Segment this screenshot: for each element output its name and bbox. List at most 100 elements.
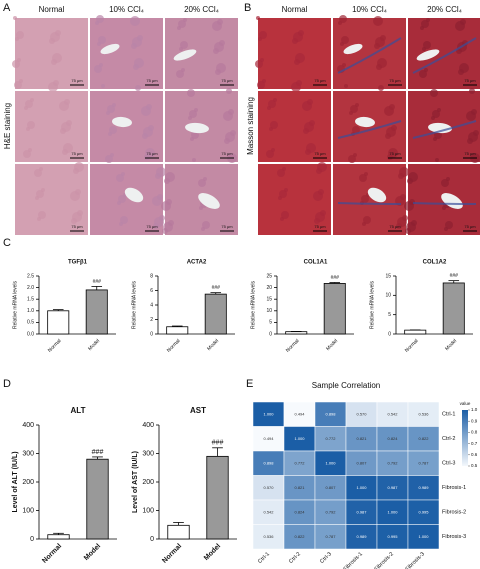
heatmap-cell <box>407 524 440 550</box>
tissue-texture <box>279 190 287 198</box>
colorbar-tick-label: 0.6 <box>471 452 478 457</box>
tissue-texture <box>74 162 84 172</box>
tissue-texture <box>409 199 415 205</box>
tissue-texture <box>17 58 21 62</box>
tissue-texture <box>273 98 277 102</box>
scale-bar-label: 75 μm <box>71 224 83 229</box>
tissue-texture <box>202 221 210 229</box>
scale-bar-label: 75 μm <box>221 78 233 83</box>
column-header: 20% CCl₄ <box>184 5 219 14</box>
x-tick-label: Normal <box>47 338 63 354</box>
cell-label: 0.824 <box>387 436 398 441</box>
heatmap-cell <box>345 450 378 476</box>
cell-label: 0.570 <box>356 411 367 416</box>
chart-title: TGFβ1 <box>68 260 88 266</box>
y-tick-label: Fibrosis-3 <box>442 534 466 540</box>
tissue-texture <box>55 30 61 36</box>
scale-bar-label: 75 μm <box>389 224 401 229</box>
y-axis-label: Level of ALT (IU/L) <box>12 451 19 512</box>
tissue-texture <box>110 153 114 157</box>
fibrosis-streak <box>337 37 402 74</box>
tissue-texture <box>41 188 45 192</box>
tissue-texture <box>341 36 349 44</box>
heatmap-cell <box>283 524 316 550</box>
significance-label: ### <box>212 285 221 291</box>
tissue-texture <box>228 109 234 115</box>
y-tick-label: 0 <box>30 536 34 543</box>
tissue-texture <box>219 40 225 46</box>
tissue-texture <box>230 130 236 136</box>
tissue-texture <box>259 31 267 39</box>
scale-bar-label: 75 μm <box>146 224 158 229</box>
colorbar-tick-label: 0.9 <box>471 418 478 423</box>
y-axis-label: Relative mRNA levels <box>12 280 18 329</box>
x-tick-label: Model <box>206 338 220 352</box>
tissue-texture <box>120 216 128 224</box>
tissue-texture <box>270 121 278 129</box>
cell-label: 1.000 <box>263 411 274 416</box>
scale-bar-label: 75 μm <box>221 151 233 156</box>
y-axis-label: Relative mRNA levels <box>131 280 137 329</box>
y-axis-label: Relative mRNA levels <box>250 280 256 329</box>
tissue-texture <box>445 221 453 229</box>
heatmap-cell <box>252 401 285 427</box>
tissue-texture <box>135 85 141 91</box>
y-tick-label: Ctrl-2 <box>442 436 455 442</box>
fibrosis-streak <box>337 120 402 139</box>
tissue-texture <box>317 162 327 172</box>
scale-bar-label: 75 μm <box>389 151 401 156</box>
cell-label: 0.542 <box>387 411 398 416</box>
tissue-texture <box>77 210 83 216</box>
bar <box>285 331 308 335</box>
chart-title: Sample Correlation <box>312 381 380 390</box>
heatmap-cell <box>407 401 440 427</box>
tissue-texture <box>320 210 326 216</box>
tissue-texture <box>363 216 371 224</box>
colorbar <box>462 410 468 466</box>
tissue-texture <box>298 30 304 36</box>
y-tick-label: 25 <box>266 273 272 279</box>
significance-label: ### <box>450 273 459 279</box>
tissue-texture <box>277 169 285 177</box>
tissue-texture <box>318 189 324 195</box>
tissue-texture <box>109 126 117 134</box>
tissue-texture <box>424 68 428 72</box>
tissue-texture <box>373 16 383 26</box>
tissue-texture <box>260 58 264 62</box>
tissue-texture <box>419 70 427 78</box>
chart-title: COL1A1 <box>304 260 328 266</box>
tissue-texture <box>257 81 265 89</box>
tissue-texture <box>309 120 315 126</box>
tissue-texture <box>339 15 347 23</box>
heatmap-cell <box>314 401 347 427</box>
x-tick-label: Model <box>87 338 101 352</box>
heatmap-cell <box>283 499 316 525</box>
colorbar-tick-label: 0.7 <box>471 441 478 446</box>
tissue-texture <box>134 58 144 68</box>
y-tick-label: Fibrosis-2 <box>442 510 466 516</box>
x-tick-label: Ctrl-2 <box>288 551 302 565</box>
cell-label: 0.494 <box>263 436 274 441</box>
tissue-texture <box>262 79 266 83</box>
tissue-texture <box>121 172 125 176</box>
colorbar-tick-label: 1.0 <box>471 407 478 412</box>
y-tick-label: 2.5 <box>27 273 34 279</box>
tissue-texture <box>426 18 430 22</box>
tissue-texture <box>13 16 17 20</box>
tissue-texture <box>157 194 163 200</box>
tissue-texture <box>282 167 286 171</box>
fibrosis-streak <box>412 202 477 205</box>
tissue-texture <box>156 167 166 177</box>
heatmap-cell <box>283 426 316 452</box>
bar <box>166 326 189 335</box>
tissue-texture <box>168 220 174 226</box>
tissue-texture <box>266 150 274 158</box>
tissue-texture <box>271 148 275 152</box>
fibrosis-streak <box>412 120 477 139</box>
cell-label: 0.995 <box>418 509 429 514</box>
cell-label: 0.536 <box>418 411 429 416</box>
heatmap-cell <box>252 524 285 550</box>
column-header: Normal <box>282 5 308 14</box>
scale-bar-label: 75 μm <box>314 78 326 83</box>
